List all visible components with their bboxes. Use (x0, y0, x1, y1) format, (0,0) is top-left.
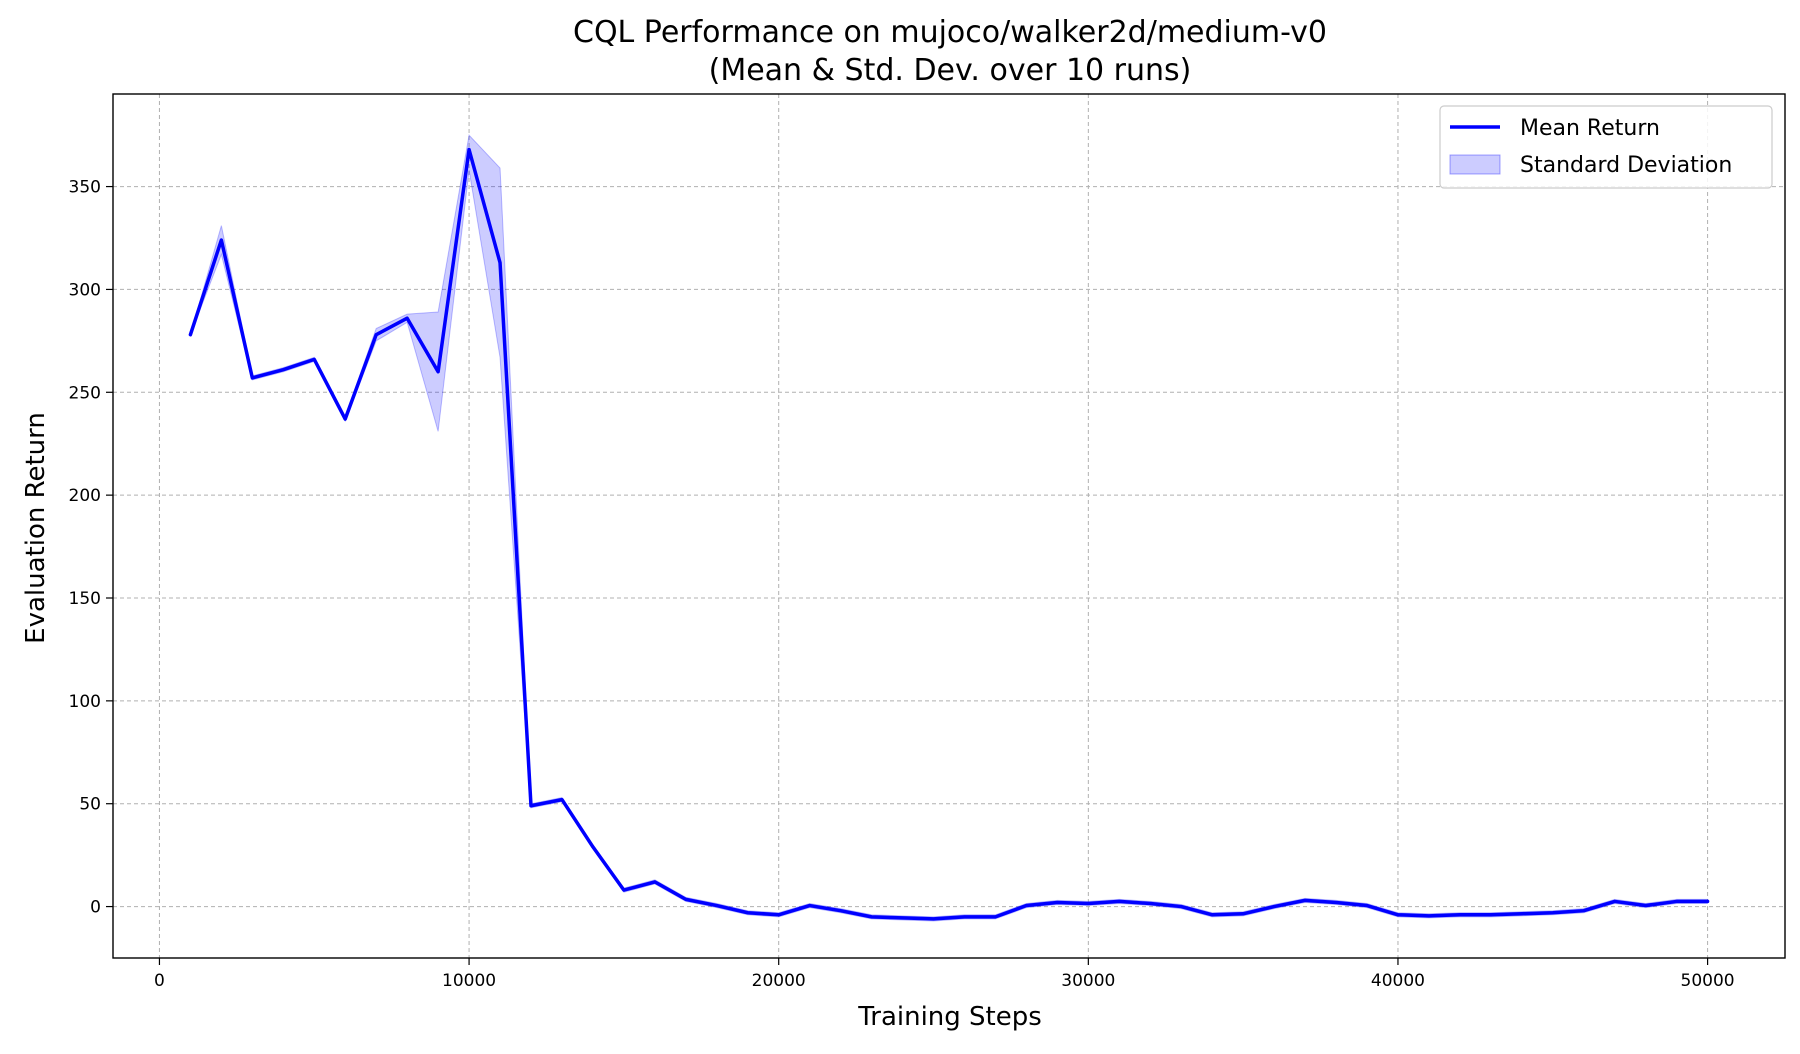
std-deviation-band (189, 134, 1709, 922)
x-axis-label: Training Steps (857, 1002, 1042, 1032)
legend-std-label: Standard Deviation (1520, 153, 1732, 178)
legend-std-swatch (1449, 154, 1501, 175)
y-tick-label: 300 (69, 280, 101, 300)
y-tick-label: 200 (69, 486, 101, 506)
y-tick-label: 50 (79, 795, 101, 815)
plot-frame (112, 93, 1786, 959)
mean-return-line (188, 147, 1710, 921)
x-tick-label: 10000 (442, 971, 496, 991)
x-tick-label: 0 (154, 971, 165, 991)
y-tick-label: 0 (90, 898, 101, 918)
legend: Mean Return Standard Deviation (1439, 105, 1773, 189)
chart-subtitle: (Mean & Std. Dev. over 10 runs) (709, 53, 1192, 88)
axes: 0 10000 20000 30000 40000 50000 0 50 100 150 200 25… (69, 93, 1786, 991)
x-tick-label: 50000 (1681, 971, 1735, 991)
mean-line-layer (188, 147, 1710, 921)
y-axis-label: Evaluation Return (21, 412, 51, 644)
x-tick-label: 20000 (752, 971, 806, 991)
y-tick-label: 100 (69, 692, 101, 712)
legend-mean-label: Mean Return (1520, 116, 1660, 141)
x-tick-label: 30000 (1061, 971, 1115, 991)
grid-lines (113, 94, 1785, 958)
x-tick-label: 40000 (1371, 971, 1425, 991)
y-tick-label: 250 (69, 383, 101, 403)
legend-box (1439, 105, 1773, 189)
y-tick-label: 350 (69, 178, 101, 198)
y-tick-label: 150 (69, 589, 101, 609)
std-band-layer (189, 134, 1709, 922)
chart-title: CQL Performance on mujoco/walker2d/mediu… (573, 15, 1327, 50)
